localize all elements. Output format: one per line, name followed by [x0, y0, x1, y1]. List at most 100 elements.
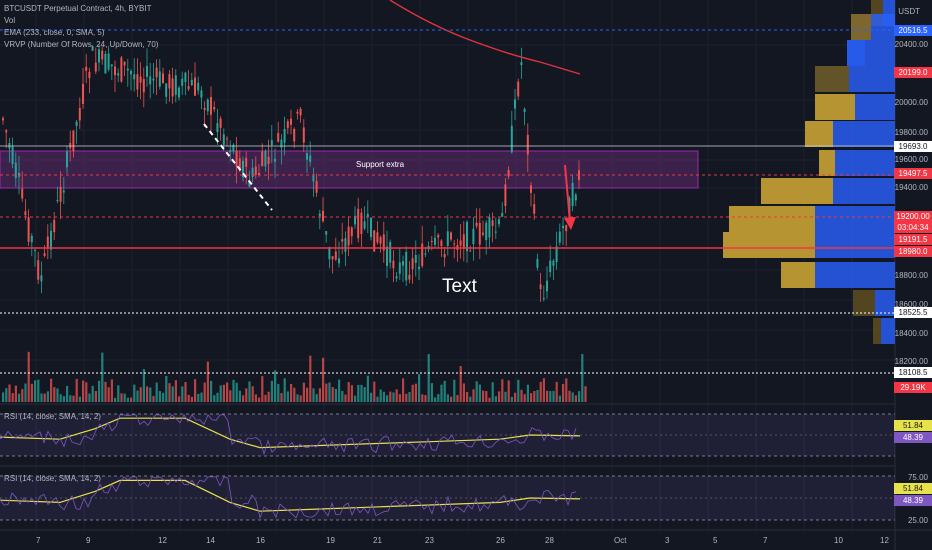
volume-bar — [50, 378, 53, 402]
volume-bar — [549, 391, 552, 402]
vp-up-bar — [815, 206, 895, 232]
volume-bar — [130, 397, 133, 402]
candle-body — [440, 240, 443, 247]
ema-indicator-label[interactable]: EMA (233, close, 0, SMA, 5) — [4, 28, 105, 37]
candle-body — [197, 82, 200, 91]
time-axis-label: 9 — [86, 536, 91, 545]
price-tag: 20516.5 — [894, 25, 932, 36]
vol-indicator-label[interactable]: Vol — [4, 16, 16, 25]
volume-bar — [334, 388, 337, 402]
volume-bar — [235, 382, 238, 402]
vp-down-bar — [761, 178, 833, 204]
price-axis-label: 18600.00 — [894, 300, 928, 309]
candle-body — [149, 76, 152, 85]
vrvp-indicator-label[interactable]: VRVP (Number Of Rows, 24, Up/Down, 70) — [4, 40, 159, 49]
volume-bar — [462, 383, 465, 402]
volume-bar — [114, 397, 117, 402]
volume-bar — [328, 382, 331, 402]
time-axis-label: 21 — [373, 536, 382, 545]
candle-body — [235, 150, 238, 167]
volume-bar — [568, 390, 571, 402]
candle-body — [546, 280, 548, 292]
vp-down-bar — [853, 290, 875, 316]
volume-bar — [171, 386, 174, 402]
volume-bar — [552, 390, 555, 402]
candle-body — [200, 90, 203, 98]
vp-up-bar — [833, 121, 895, 147]
candle-body — [251, 167, 254, 177]
candle-body — [98, 49, 100, 63]
candle-body — [341, 239, 344, 242]
symbol-title[interactable]: BTCUSDT Perpetual Contract, 4h, BYBIT — [4, 4, 152, 13]
candle-body — [510, 125, 513, 153]
candle-body — [245, 157, 248, 167]
volume-bar — [2, 392, 5, 402]
volume-bar — [184, 381, 187, 402]
time-axis-label: 28 — [545, 536, 554, 545]
candle-body — [478, 222, 481, 245]
candle-body — [40, 275, 43, 282]
volume-bar — [139, 387, 142, 402]
candle-body — [526, 134, 529, 155]
arrow-line — [564, 164, 571, 223]
volume-bar — [584, 386, 587, 402]
candle-body — [270, 140, 273, 146]
rsi-1-label[interactable]: RSI (14, close, SMA, 14, 2) — [4, 412, 101, 421]
volume-bar — [523, 394, 526, 402]
candle-body — [171, 78, 174, 97]
volume-bar — [434, 397, 437, 402]
time-axis-label: 23 — [425, 536, 434, 545]
volume-bar — [21, 389, 24, 402]
volume-bar — [539, 381, 542, 402]
candle-body — [469, 250, 472, 252]
volume-bar — [91, 385, 94, 402]
candle-body — [110, 64, 113, 67]
candle-body — [498, 219, 500, 225]
candle-body — [34, 250, 36, 252]
volume-bar — [366, 375, 369, 402]
rsi-1-signal-value: 48.39 — [894, 432, 932, 443]
candle-body — [267, 156, 270, 164]
candle-body — [315, 181, 318, 193]
time-axis-label: 26 — [496, 536, 505, 545]
candle-body — [395, 276, 398, 279]
volume-bar — [46, 391, 49, 402]
volume-bar — [315, 394, 318, 402]
volume-bar — [62, 396, 65, 402]
volume-bar — [475, 381, 478, 402]
volume-bar — [466, 391, 469, 402]
volume-bar — [360, 384, 363, 402]
volume-bar — [510, 396, 513, 402]
candle-body — [290, 118, 292, 125]
text-annotation[interactable]: Text — [442, 276, 477, 297]
candle-body — [347, 226, 350, 246]
candle-body — [158, 71, 161, 87]
candle-body — [219, 118, 222, 128]
candle-body — [434, 237, 436, 245]
candle-body — [363, 221, 366, 229]
volume-bar — [411, 384, 414, 402]
volume-bar — [152, 395, 155, 402]
volume-bar — [117, 385, 120, 402]
candle-body — [424, 253, 427, 255]
volume-bar — [379, 389, 382, 402]
volume-bar — [245, 388, 248, 402]
volume-bar — [427, 354, 430, 402]
candle-body — [405, 251, 408, 281]
candle-body — [274, 158, 276, 162]
price-axis-label: 18800.00 — [894, 271, 928, 280]
volume-bar — [238, 390, 241, 402]
volume-bar — [507, 380, 510, 402]
rsi-2-label[interactable]: RSI (14, close, SMA, 14, 2) — [4, 474, 101, 483]
price-tag: 19191.5 — [894, 234, 932, 245]
vp-down-bar — [729, 206, 815, 232]
candle-body — [466, 221, 468, 252]
candle-body — [389, 241, 392, 263]
currency-label[interactable]: USDT — [898, 7, 920, 16]
volume-bar — [43, 393, 46, 402]
vp-up-bar — [835, 150, 895, 176]
price-tag: 18108.5 — [894, 367, 932, 378]
volume-bar — [392, 392, 395, 402]
volume-bar — [69, 395, 72, 402]
